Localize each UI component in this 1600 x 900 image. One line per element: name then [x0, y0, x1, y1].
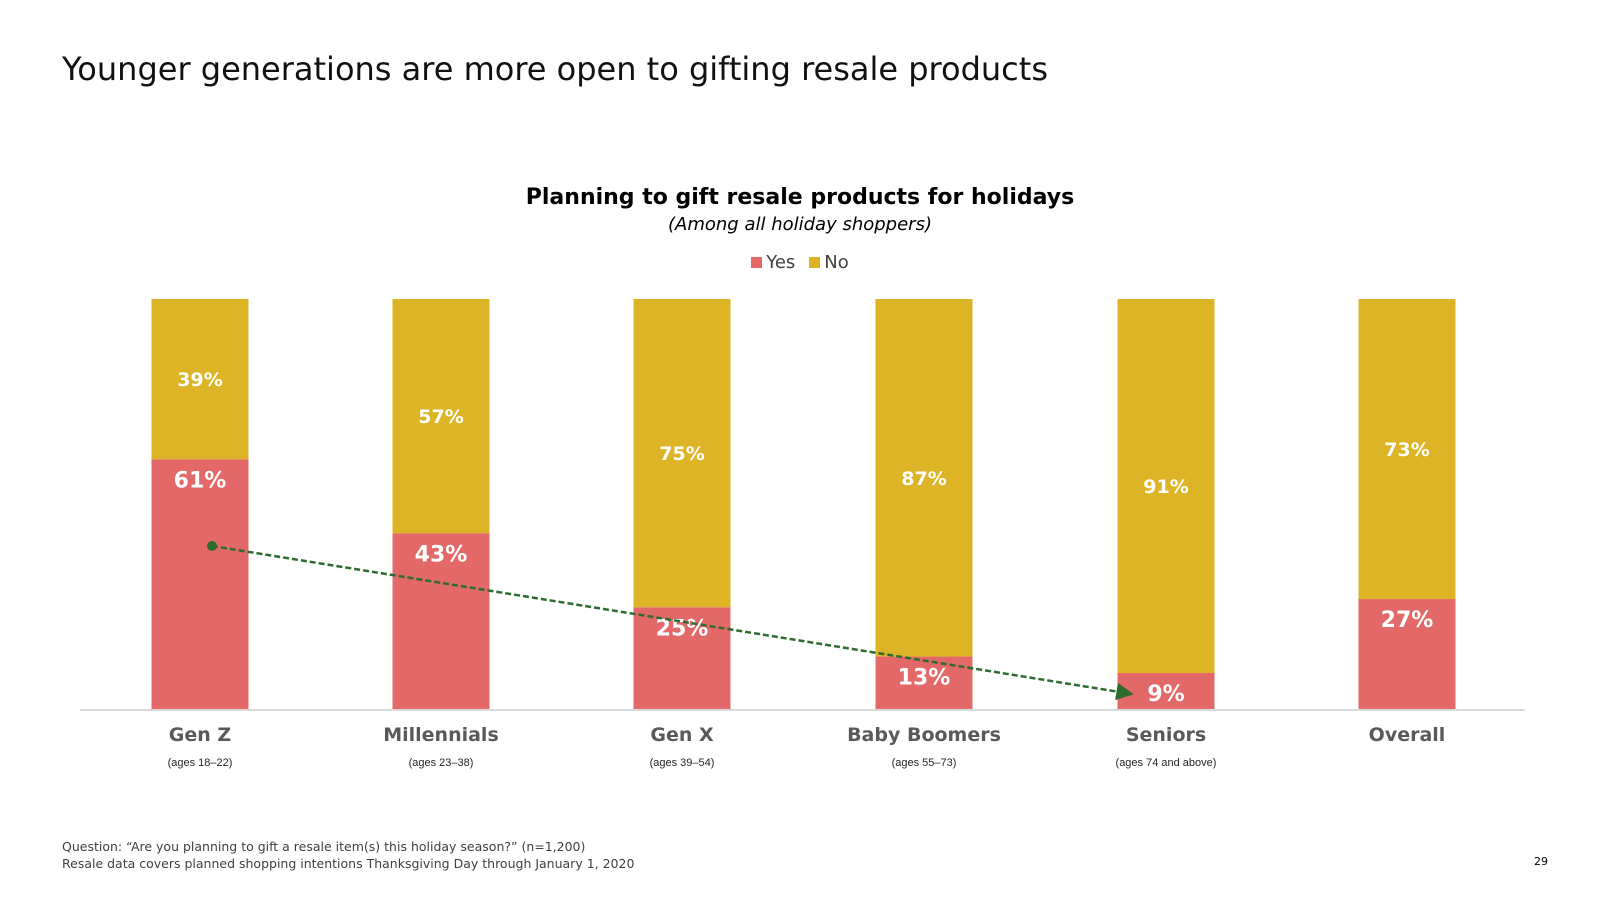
- data-label-no-gen-x: 75%: [659, 443, 704, 465]
- category-subtitle-gen-x: (ages 39–54): [650, 757, 715, 769]
- category-subtitle-gen-z: (ages 18–22): [168, 757, 233, 769]
- bar-no-overall: [1358, 299, 1456, 600]
- bar-no-seniors: [1117, 299, 1215, 674]
- category-label-seniors: Seniors: [1126, 724, 1206, 746]
- bar-yes-overall: [1358, 599, 1456, 710]
- bar-yes-gen-x: [633, 607, 731, 710]
- category-label-gen-x: Gen X: [650, 724, 714, 746]
- data-label-no-gen-z: 39%: [177, 369, 222, 391]
- bar-no-millennials: [392, 299, 490, 534]
- data-label-no-seniors: 91%: [1143, 476, 1188, 498]
- category-label-gen-z: Gen Z: [169, 724, 231, 746]
- trend-arrow-line: [211, 544, 1134, 701]
- legend-swatch-yes: [751, 257, 763, 268]
- bar-yes-millennials: [392, 533, 490, 710]
- category-subtitle-millennials: (ages 23–38): [409, 757, 474, 769]
- data-label-yes-overall: 27%: [1381, 608, 1434, 633]
- data-label-yes-gen-z: 61%: [174, 468, 227, 493]
- trend-start-dot: [207, 541, 217, 551]
- legend-item-no: No: [809, 252, 849, 273]
- data-label-yes-gen-x: 25%: [656, 616, 709, 641]
- bar-no-gen-x: [633, 299, 731, 608]
- slide-title: Younger generations are more open to gif…: [62, 50, 1048, 88]
- bar-no-baby-boomers: [875, 299, 973, 657]
- category-label-millennials: Millennials: [383, 724, 499, 746]
- data-label-yes-seniors: 9%: [1147, 682, 1184, 707]
- legend-swatch-no: [809, 257, 821, 268]
- data-label-no-baby-boomers: 87%: [901, 468, 946, 490]
- legend-label-yes: Yes: [766, 252, 796, 273]
- category-label-overall: Overall: [1369, 724, 1446, 746]
- data-label-no-overall: 73%: [1384, 439, 1429, 461]
- chart-subtitle: (Among all holiday shoppers): [668, 214, 932, 235]
- chart-legend: Yes No: [0, 252, 1600, 273]
- footnote-question: Question: “Are you planning to gift a re…: [62, 839, 586, 854]
- bar-no-gen-z: [151, 299, 249, 460]
- footnote: Question: “Are you planning to gift a re…: [62, 838, 634, 872]
- category-label-baby-boomers: Baby Boomers: [847, 724, 1001, 746]
- page-number: 29: [1534, 855, 1548, 868]
- bar-yes-gen-z: [151, 459, 249, 710]
- category-subtitle-baby-boomers: (ages 55–73): [892, 757, 957, 769]
- chart-title: Planning to gift resale products for hol…: [525, 185, 1075, 210]
- footnote-data-range: Resale data covers planned shopping inte…: [62, 856, 635, 871]
- data-label-no-millennials: 57%: [418, 406, 463, 428]
- legend-label-no: No: [824, 252, 849, 273]
- legend-item-yes: Yes: [751, 252, 795, 273]
- data-label-yes-baby-boomers: 13%: [898, 666, 951, 691]
- category-subtitle-seniors: (ages 74 and above): [1116, 757, 1217, 769]
- data-label-yes-millennials: 43%: [415, 542, 468, 567]
- bar-yes-baby-boomers: [875, 656, 973, 710]
